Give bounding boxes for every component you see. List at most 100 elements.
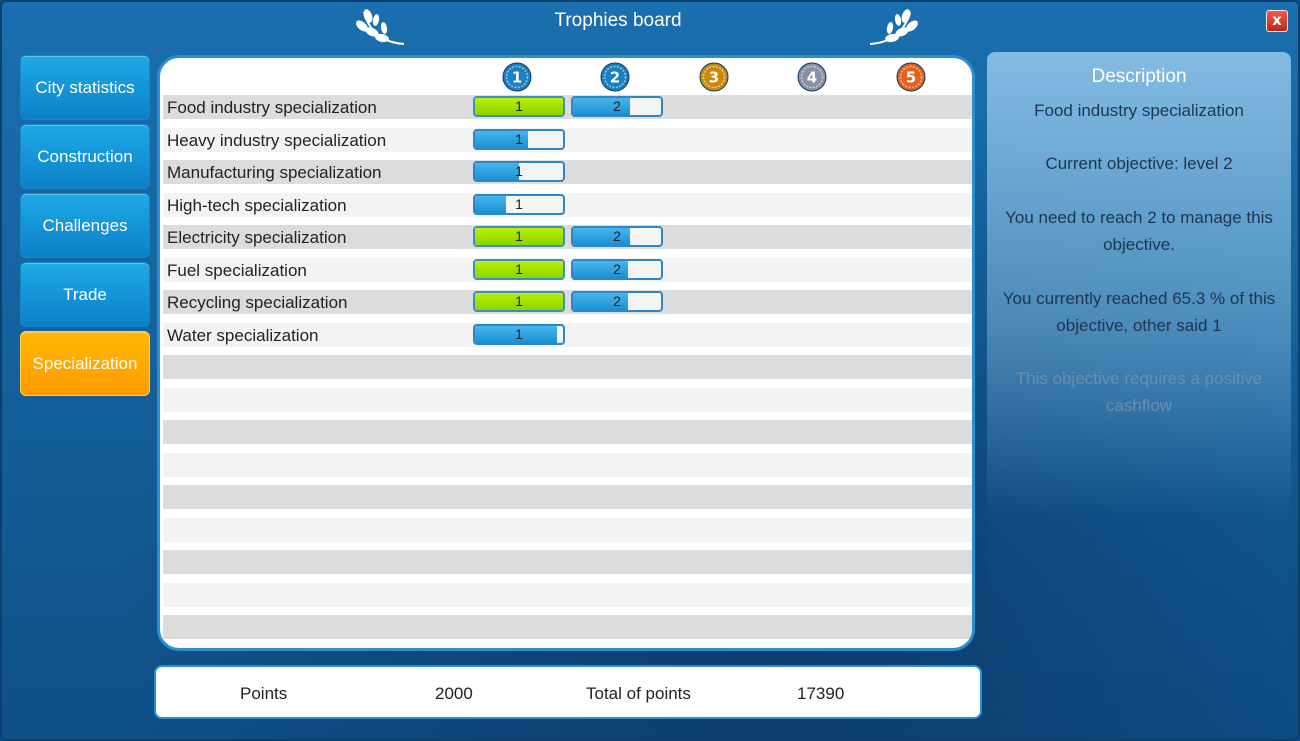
table-row[interactable]: Manufacturing specialization 1 — [163, 157, 972, 190]
table-row — [163, 482, 972, 515]
table-row[interactable]: Electricity specialization 1 2 — [163, 222, 972, 255]
table-row[interactable]: Heavy industry specialization 1 — [163, 125, 972, 158]
svg-text:5: 5 — [906, 69, 916, 87]
table-row — [163, 352, 972, 385]
progress-fill — [475, 130, 528, 148]
row-background — [163, 582, 972, 607]
level-1-medal-icon: 1 — [502, 62, 532, 92]
row-background — [163, 452, 972, 477]
description-condition: This objective requires a positive cashf… — [1015, 369, 1263, 415]
row-background — [163, 355, 972, 379]
progress-label: 1 — [515, 325, 523, 342]
progress-fill — [475, 260, 563, 278]
trophies-table: 1 2 3 4 5 Food industry specialization 1 2 Heav… — [157, 55, 975, 651]
row-label: Electricity specialization — [167, 228, 347, 247]
points-label: Points — [240, 684, 288, 703]
progress-bar-level-1: 1 — [473, 291, 565, 312]
progress-label: 2 — [613, 98, 621, 114]
table-row — [163, 450, 972, 483]
progress-label: 1 — [515, 195, 523, 212]
description-progress: You currently reached 65.3 % of this obj… — [1002, 289, 1276, 335]
progress-label: 2 — [613, 228, 621, 244]
progress-fill — [573, 98, 631, 115]
sidebar-item-specialization[interactable]: Specialization — [20, 331, 150, 396]
table-row[interactable]: High-tech specialization 1 — [163, 190, 972, 223]
table-row — [163, 612, 972, 645]
table-row[interactable]: Water specialization 1 — [163, 320, 972, 353]
progress-bar-level-2: 2 — [571, 96, 663, 117]
table-row[interactable]: Fuel specialization 1 2 — [163, 255, 972, 288]
progress-bar-level-2: 2 — [571, 226, 663, 247]
progress-fill — [573, 293, 628, 310]
progress-label: 1 — [515, 228, 523, 244]
progress-bar-level-2: 2 — [571, 291, 663, 312]
progress-fill — [573, 228, 631, 245]
row-label: High-tech specialization — [167, 195, 347, 215]
total-points-label: Total of points — [586, 684, 691, 703]
row-background — [163, 387, 972, 412]
progress-fill — [475, 325, 557, 343]
window-title: Trophies board — [554, 10, 682, 31]
description-objective-name: Food industry specialization — [1034, 101, 1244, 120]
progress-label: 1 — [515, 130, 523, 147]
progress-label: 2 — [613, 293, 621, 309]
description-requirement: You need to reach 2 to manage this objec… — [1005, 208, 1273, 254]
row-background — [163, 127, 972, 152]
row-background — [163, 322, 972, 347]
progress-bar-level-1: 1 — [473, 193, 565, 215]
row-background — [163, 160, 972, 184]
progress-bar-level-1: 1 — [473, 258, 565, 280]
progress-label: 2 — [613, 260, 621, 277]
row-label: Fuel specialization — [167, 260, 307, 280]
row-label: Recycling specialization — [167, 293, 348, 312]
progress-fill — [573, 260, 628, 278]
progress-fill — [475, 163, 519, 180]
sidebar-item-construction[interactable]: Construction — [20, 124, 150, 189]
svg-text:1: 1 — [512, 69, 522, 87]
progress-bar-level-1: 1 — [473, 128, 565, 150]
description-current-objective: Current objective: level 2 — [1045, 154, 1233, 173]
description-panel: Description Food industry specialization… — [987, 52, 1291, 672]
progress-label: 1 — [515, 293, 523, 309]
table-row — [163, 515, 972, 548]
progress-fill — [475, 98, 563, 115]
table-row — [163, 547, 972, 580]
table-row — [163, 385, 972, 418]
svg-text:4: 4 — [807, 69, 817, 87]
progress-label: 1 — [515, 98, 523, 114]
row-label: Water specialization — [167, 325, 319, 345]
svg-text:2: 2 — [610, 69, 620, 87]
close-button[interactable]: x — [1266, 10, 1288, 32]
progress-bar-level-1: 1 — [473, 96, 565, 117]
table-row[interactable]: Food industry specialization 1 2 — [163, 92, 972, 125]
progress-bar-level-1: 1 — [473, 226, 565, 247]
row-background — [163, 517, 972, 542]
total-points-value: 17390 — [797, 684, 845, 703]
sidebar-item-city-statistics[interactable]: City statistics — [20, 55, 150, 120]
row-background — [163, 225, 972, 249]
level-5-medal-icon: 5 — [896, 62, 926, 92]
laurel-right-icon — [869, 9, 918, 45]
row-label: Manufacturing specialization — [167, 163, 382, 182]
progress-bar-level-1: 1 — [473, 323, 565, 345]
progress-fill — [475, 228, 563, 245]
level-4-medal-icon: 4 — [797, 62, 827, 92]
row-background — [163, 95, 972, 119]
sidebar-item-trade[interactable]: Trade — [20, 262, 150, 327]
svg-text:3: 3 — [709, 69, 719, 87]
description-title: Description — [1091, 66, 1187, 87]
level-3-medal-icon: 3 — [699, 62, 729, 92]
row-background — [163, 257, 972, 282]
table-row[interactable]: Recycling specialization 1 2 — [163, 287, 972, 320]
points-value: 2000 — [435, 684, 473, 703]
row-background — [163, 485, 972, 509]
row-label: Food industry specialization — [167, 98, 377, 117]
trophy-rows: Food industry specialization 1 2 Heavy indu… — [163, 92, 972, 645]
row-background — [163, 192, 972, 217]
row-background — [163, 290, 972, 314]
table-row — [163, 580, 972, 613]
row-background — [163, 420, 972, 444]
sidebar: City statistics Construction Challenges … — [20, 55, 150, 400]
sidebar-item-challenges[interactable]: Challenges — [20, 193, 150, 258]
